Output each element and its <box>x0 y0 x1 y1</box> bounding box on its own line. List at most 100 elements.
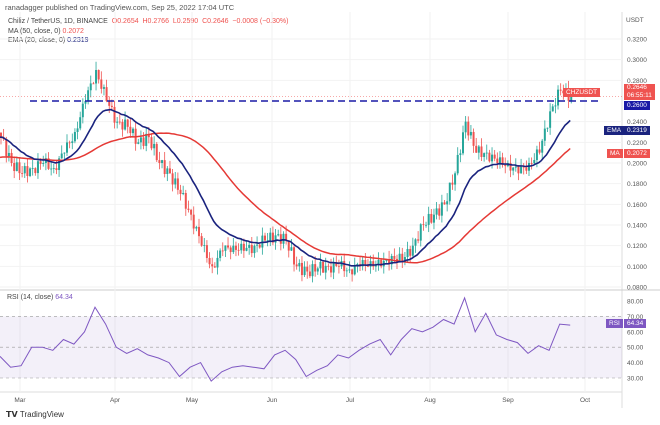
candle-body <box>208 258 211 265</box>
candle-body <box>319 261 322 269</box>
candle-body <box>311 264 314 277</box>
candle-body <box>432 214 435 223</box>
candle-body <box>504 164 507 167</box>
candle-body <box>219 250 222 258</box>
candle-body <box>316 268 319 272</box>
candle-body <box>60 153 63 159</box>
candle-body <box>18 162 21 174</box>
candle-body <box>533 159 536 164</box>
candle-body <box>145 133 148 146</box>
candle-body <box>23 166 26 174</box>
candle-body <box>147 133 150 138</box>
candle-body <box>322 261 325 273</box>
candle-body <box>435 208 438 215</box>
candle-body <box>314 264 317 272</box>
candle-body <box>192 214 195 229</box>
tradingview-logo[interactable]: 𝗧𝗩 TradingView <box>6 410 64 419</box>
candle-body <box>377 259 380 265</box>
candle-body <box>129 126 132 134</box>
candle-body <box>348 269 351 271</box>
candle-body <box>200 236 203 246</box>
candle-body <box>36 161 39 174</box>
candle-body <box>5 139 8 157</box>
candle-body <box>509 163 512 171</box>
candle-body <box>132 128 134 134</box>
candle-body <box>39 161 42 164</box>
candle-body <box>55 168 58 171</box>
candle-body <box>264 235 266 241</box>
candle-body <box>105 87 108 101</box>
candle-body <box>543 128 546 141</box>
ma50-line <box>0 132 571 264</box>
candle-body <box>224 245 227 251</box>
rsi-tick-label: 60.00 <box>627 329 644 336</box>
candle-body <box>520 166 523 174</box>
candle-body <box>76 128 79 132</box>
candle-body <box>113 106 116 123</box>
candle-body <box>166 168 169 175</box>
candle-body <box>472 131 475 146</box>
candle-body <box>475 145 478 153</box>
y-tick-label: 0.2200 <box>627 140 647 147</box>
candle-body <box>269 232 272 241</box>
y-tick-label: 0.1000 <box>627 264 647 271</box>
candle-body <box>343 261 346 272</box>
rsi-tag-label: RSI <box>606 319 623 328</box>
candle-body <box>419 224 422 241</box>
candle-body <box>256 244 259 246</box>
candle-body <box>171 173 174 185</box>
candle-body <box>483 153 486 157</box>
candle-body <box>100 79 103 89</box>
candle-body <box>308 271 311 277</box>
candle-body <box>110 105 113 107</box>
candle-body <box>430 213 433 223</box>
candle-body <box>541 140 544 153</box>
candle-body <box>187 208 190 210</box>
candle-body <box>327 265 330 267</box>
symbol-tag: CHZUSDT <box>563 88 601 97</box>
ma-tag-value: 0.2072 <box>624 149 650 158</box>
candle-body <box>190 209 193 215</box>
candle-body <box>52 168 55 169</box>
last-price-tag: 0.2646 06:55:11 <box>624 84 655 100</box>
candle-body <box>279 234 282 244</box>
tv-logo-icon: 𝗧𝗩 <box>6 410 18 419</box>
candle-body <box>198 226 200 237</box>
candle-body <box>89 83 92 91</box>
ma-legend: MA (50, close, 0) <box>8 27 61 35</box>
candle-body <box>388 259 391 265</box>
candle-body <box>496 158 499 163</box>
tradingview-brand: TradingView <box>19 410 64 419</box>
candle-body <box>66 142 68 153</box>
rsi-tick-label: 70.00 <box>627 314 644 321</box>
level-tag: 0.2600 <box>624 101 650 110</box>
candle-body <box>161 160 164 163</box>
ema20-line <box>0 108 571 267</box>
y-tick-label: 0.3000 <box>627 57 647 64</box>
y-tick-label: 0.1600 <box>627 202 647 209</box>
candle-body <box>290 247 293 251</box>
candle-body <box>330 266 332 273</box>
published-caption: ranadagger published on TradingView.com,… <box>5 3 235 12</box>
x-tick-label: Jul <box>346 397 355 404</box>
candle-body <box>351 269 354 275</box>
candle-body <box>406 248 409 258</box>
candle-body <box>535 149 538 160</box>
candle-body <box>409 248 412 256</box>
candle-body <box>488 152 491 162</box>
candle-body <box>422 224 425 226</box>
x-tick-label: Oct <box>580 397 590 404</box>
candle-body <box>95 70 98 84</box>
candle-body <box>491 154 494 162</box>
candle-body <box>498 157 501 163</box>
candle-body <box>216 257 219 268</box>
candle-body <box>298 262 301 267</box>
y-tick-label: 0.1400 <box>627 223 647 230</box>
candle-body <box>139 137 142 143</box>
candle-body <box>124 119 127 130</box>
candle-body <box>248 244 251 248</box>
candle-body <box>229 247 232 253</box>
candle-body <box>116 121 119 123</box>
candle-body <box>427 213 430 225</box>
